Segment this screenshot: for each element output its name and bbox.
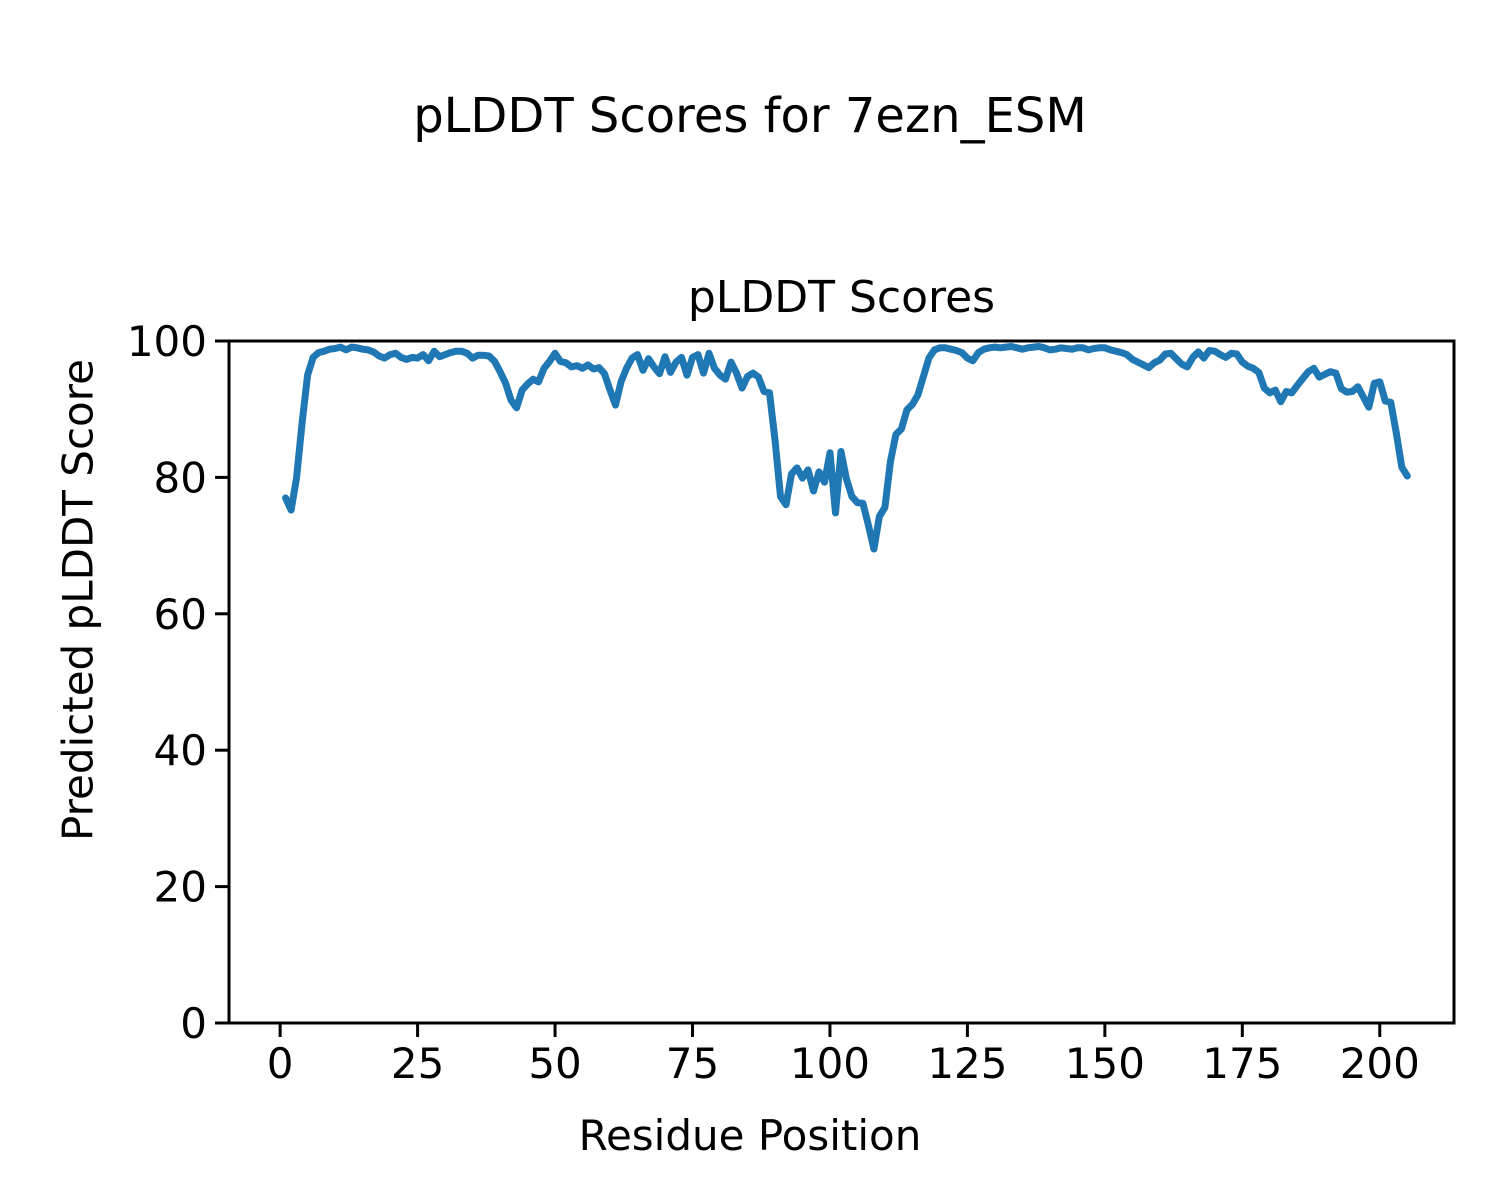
x-tick-label: 175: [1202, 1039, 1282, 1088]
x-tick-label: 0: [267, 1039, 294, 1088]
x-tick-label: 75: [666, 1039, 719, 1088]
x-tick-label: 25: [391, 1039, 444, 1088]
plddt-line-series: [282, 343, 1411, 553]
y-tick-label: 40: [154, 726, 207, 775]
y-axis-label: Predicted pLDDT Score: [53, 359, 103, 841]
figure-suptitle: pLDDT Scores for 7ezn_ESM: [413, 88, 1087, 144]
y-tick-label: 60: [154, 590, 207, 639]
y-tick-label: 80: [154, 453, 207, 502]
x-tick-label: 200: [1340, 1039, 1420, 1088]
y-tick-label: 0: [180, 999, 207, 1048]
x-tick-label: 125: [927, 1039, 1007, 1088]
y-tick-label: 20: [154, 863, 207, 912]
y-tick-label: 100: [127, 317, 207, 366]
x-tick-label: 150: [1065, 1039, 1145, 1088]
x-tick-label: 100: [790, 1039, 870, 1088]
x-axis-label: Residue Position: [578, 1111, 922, 1160]
axes-spines: [227, 339, 1456, 1025]
x-tick-label: 50: [528, 1039, 581, 1088]
axes-title: pLDDT Scores: [687, 272, 996, 323]
